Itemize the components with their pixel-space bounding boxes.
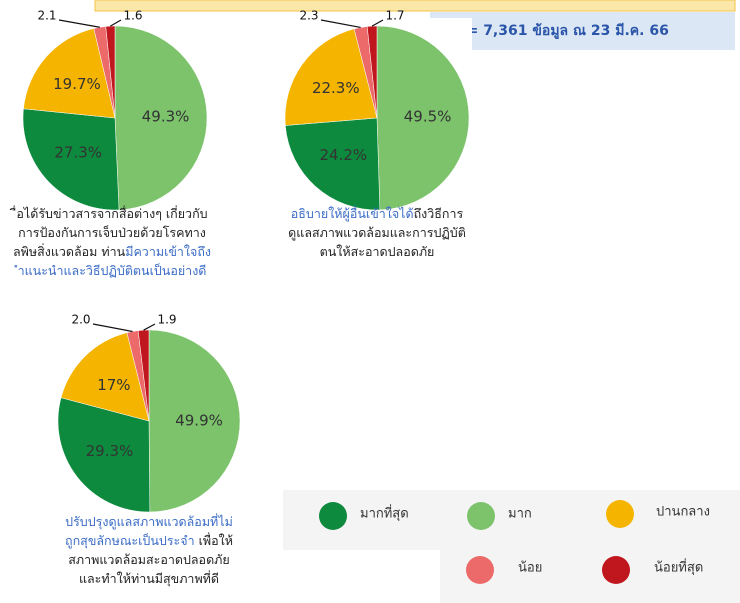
pie-slice (57, 397, 151, 513)
slice-label: 49.9% (175, 411, 223, 429)
pie-slice (60, 332, 150, 422)
legend-label: ปานกลาง (656, 505, 710, 520)
note: N = 7,361 ข้อมูล ณ 23 มี.ค. 66 (450, 23, 669, 39)
caption-text: ลพิษสิ่งแวดล้อม ท่าน (13, 243, 126, 259)
caption-text: สภาพแวดล้อมสะอาดปลอดภัย (68, 552, 230, 567)
slice-label: 1.7 (385, 9, 404, 23)
caption-text: เพื่อให้ (195, 532, 233, 548)
caption-text: มีความเข้าใจถึง (125, 244, 211, 259)
pie-slice (23, 28, 116, 119)
slice-label: 24.2% (319, 146, 367, 164)
caption-text: การป้องกันการเจ็บป่วยด้วยโรคทาง (18, 225, 206, 240)
slice-label: 27.3% (54, 143, 102, 161)
leader-line (320, 19, 361, 29)
caption-line: ลพิษสิ่งแวดล้อม ท่านมีความเข้าใจถึง (13, 243, 211, 259)
caption-line: ตนให้สะอาดปลอดภัย (320, 244, 435, 259)
caption-line: ื่อได้รับข่าวสารจากสื่อต่างๆ เกี่ยวกับ (9, 205, 207, 221)
slice-label: 17% (97, 376, 130, 394)
caption-text: ตนให้สะอาดปลอดภัย (320, 244, 435, 259)
caption-text: ำแนะนำและวิธีปฏิบัติตนเป็นอย่างดี (14, 263, 207, 278)
leader-line (58, 19, 100, 28)
caption-line: สภาพแวดล้อมสะอาดปลอดภัย (68, 552, 230, 567)
caption-line: ดูแลสภาพแวดล้อมและการปฏิบัติ (288, 225, 466, 241)
caption-text: ื่อได้รับข่าวสารจากสื่อต่างๆ เกี่ยวกับ (9, 205, 207, 221)
slice-label: 2.1 (37, 9, 56, 23)
pie-slice (376, 25, 470, 211)
leader-line (143, 323, 156, 331)
legend-swatch (467, 502, 495, 530)
legend-label: น้อยที่สุด (654, 559, 703, 576)
slice-label: 22.3% (312, 79, 360, 97)
caption-text: และทำให้ท่านมีสุขภาพที่ดี (79, 570, 219, 587)
legend-bg (283, 490, 740, 550)
caption-text: ปรับปรุงดูแลสภาพแวดล้อมที่ไม่ (65, 513, 233, 530)
pie-slice (114, 25, 208, 211)
caption-text: ถูกสุขลักษณะเป็นประจำ (65, 533, 195, 549)
top-banner (94, 0, 736, 12)
caption-line: ถูกสุขลักษณะเป็นประจำ เพื่อให้ (65, 532, 233, 549)
legend-label: น้อย (518, 561, 542, 576)
slice-label: 2.0 (71, 313, 90, 327)
legend-label: มาก (508, 507, 532, 522)
leader-line (110, 19, 122, 27)
slice-label: 49.5% (404, 108, 452, 126)
legend-swatch (319, 502, 347, 530)
slice-label: 2.3 (299, 9, 318, 23)
note-box (430, 12, 735, 50)
legend-swatch (466, 556, 494, 584)
slice-label: 1.6 (123, 9, 142, 23)
leader-line (92, 323, 133, 333)
slice-label: 29.3% (86, 442, 134, 460)
slice-label: 19.7% (53, 75, 101, 93)
caption-text: อธิบายให้ผู้อื่นเข้าใจได้ (291, 205, 414, 222)
pie-slice (22, 108, 120, 211)
caption-line: การป้องกันการเจ็บป่วยด้วยโรคทาง (18, 225, 206, 240)
slice-label: 49.3% (142, 107, 190, 125)
pie-slice (285, 117, 381, 211)
caption-text: ถึงวิธีการ (414, 206, 464, 221)
legend-swatch (606, 500, 634, 528)
caption-line: และทำให้ท่านมีสุขภาพที่ดี (79, 570, 219, 587)
caption-text: ดูแลสภาพแวดล้อมและการปฏิบัติ (288, 225, 466, 241)
caption-line: อธิบายให้ผู้อื่นเข้าใจได้ถึงวิธีการ (291, 205, 464, 222)
caption-line: ำแนะนำและวิธีปฏิบัติตนเป็นอย่างดี (14, 263, 207, 278)
pie-slice (284, 28, 378, 126)
legend-swatch (602, 556, 630, 584)
leader-line (371, 19, 384, 27)
pie-slice (148, 329, 241, 513)
legend-label: มากที่สุด (360, 505, 409, 522)
caption-line: ปรับปรุงดูแลสภาพแวดล้อมที่ไม่ (65, 513, 233, 530)
slice-label: 1.9 (157, 313, 176, 327)
